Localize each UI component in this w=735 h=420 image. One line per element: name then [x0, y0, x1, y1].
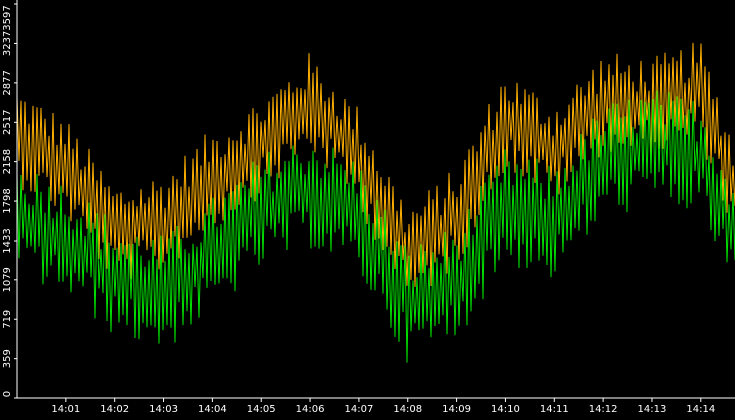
- series-lower-line: [16, 90, 735, 363]
- y-tick-label: 1433: [2, 228, 13, 253]
- x-tick-label: 14:04: [198, 404, 227, 415]
- y-tick-label: 719: [2, 310, 13, 329]
- y-tick-label: 1798: [2, 188, 13, 213]
- x-tick-label: 14:12: [589, 404, 618, 415]
- axis-layer: [16, 0, 735, 399]
- series-upper-line: [16, 42, 735, 287]
- x-tick-label: 14:08: [393, 404, 422, 415]
- x-tick-label: 14:02: [100, 404, 129, 415]
- y-tick-label: 2877: [2, 70, 13, 95]
- x-tick-labels: 14:01 14:02 14:03 14:04 14:05 14:06 14:07 14:08…: [51, 398, 715, 415]
- x-tick-label: 14:07: [344, 404, 373, 415]
- y-tick-label: 3237: [2, 31, 13, 56]
- x-tick-label: 14:13: [638, 404, 667, 415]
- x-tick-label: 14:09: [442, 404, 471, 415]
- y-tick-label: 0: [2, 391, 13, 397]
- x-tick-label: 14:06: [296, 404, 325, 415]
- x-tick-label: 14:11: [540, 404, 569, 415]
- y-tick-label: 2517: [2, 110, 13, 135]
- y-tick-label: 359: [2, 349, 13, 368]
- x-tick-label: 14:10: [491, 404, 520, 415]
- y-tick-label: 1079: [2, 267, 13, 292]
- y-tick-label: 2158: [2, 149, 13, 174]
- series-layer: [16, 42, 735, 363]
- x-tick-label: 14:01: [51, 404, 80, 415]
- x-tick-label: 14:05: [247, 404, 276, 415]
- y-tick-label: 3597: [2, 5, 13, 30]
- x-tick-label: 14:14: [686, 404, 715, 415]
- x-tick-label: 14:03: [149, 404, 178, 415]
